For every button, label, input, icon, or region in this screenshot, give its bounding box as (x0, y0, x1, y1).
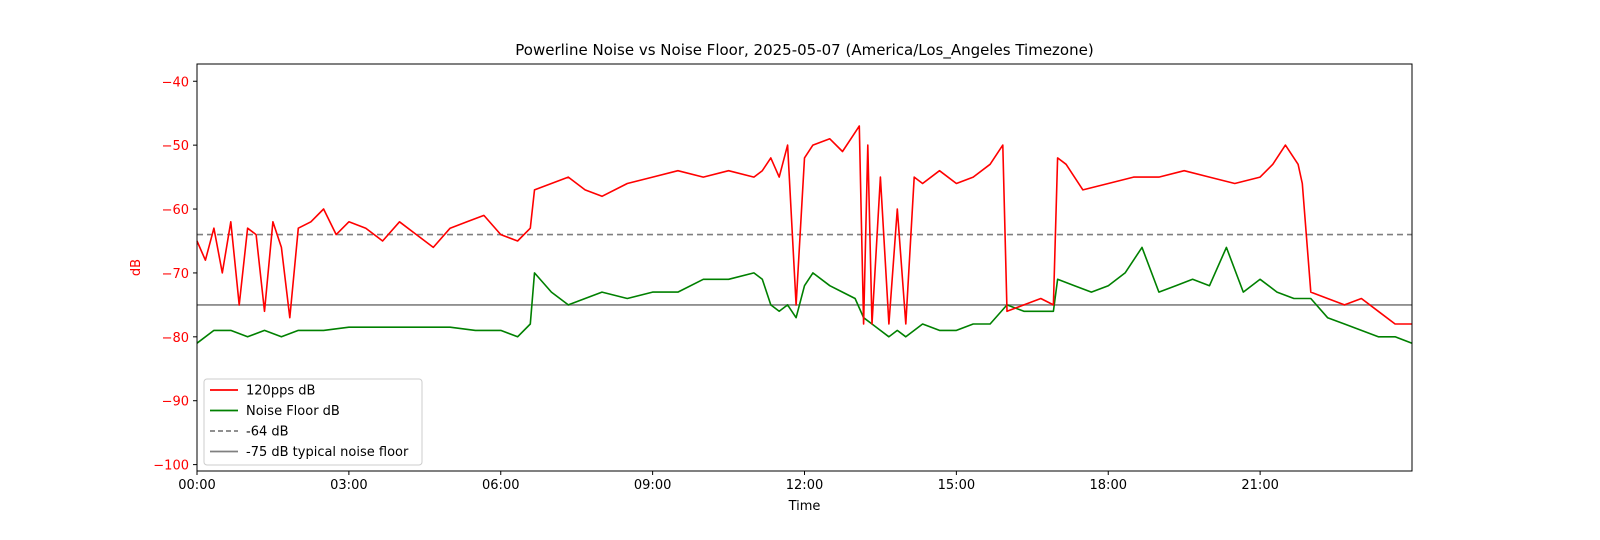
legend-label: -75 dB typical noise floor (246, 445, 409, 460)
x-tick-label: 15:00 (938, 478, 975, 493)
legend-label: 120pps dB (246, 384, 315, 399)
series-line-120pps-db (196, 125, 1412, 325)
legend-box (203, 378, 423, 466)
y-tick-label: −70 (162, 267, 189, 282)
x-axis: 00:00 03:00 06:00 09:00 12:00 15:00 18:00 21:00 (178, 471, 1279, 493)
y-tick-label: −90 (162, 395, 189, 410)
x-tick-label: 00:00 (178, 478, 215, 493)
y-tick-label: −50 (162, 139, 189, 154)
x-tick-label: 06:00 (482, 478, 519, 493)
x-tick-label: 18:00 (1090, 478, 1127, 493)
x-tick-label: 03:00 (330, 478, 367, 493)
x-tick-label: 09:00 (634, 478, 671, 493)
legend: 120pps dB Noise Floor dB -64 dB -75 dB typi… (203, 378, 423, 466)
y-tick-label: −80 (162, 331, 189, 346)
y-axis: −40 −50 −60 −70 −80 −90 −100 (153, 75, 197, 474)
legend-label: -64 dB (246, 425, 289, 440)
series-line-noise-floor-db (196, 246, 1413, 344)
legend-label: Noise Floor dB (246, 404, 340, 419)
y-tick-label: −60 (162, 203, 189, 218)
y-axis-label: dB (129, 259, 144, 276)
x-tick-label: 12:00 (786, 478, 823, 493)
x-tick-label: 21:00 (1241, 478, 1278, 493)
y-tick-label: −40 (162, 75, 189, 90)
x-axis-label: Time (788, 499, 821, 514)
y-tick-label: −100 (153, 459, 189, 474)
plot-area (196, 125, 1413, 344)
chart-title: Powerline Noise vs Noise Floor, 2025-05-… (515, 41, 1093, 60)
